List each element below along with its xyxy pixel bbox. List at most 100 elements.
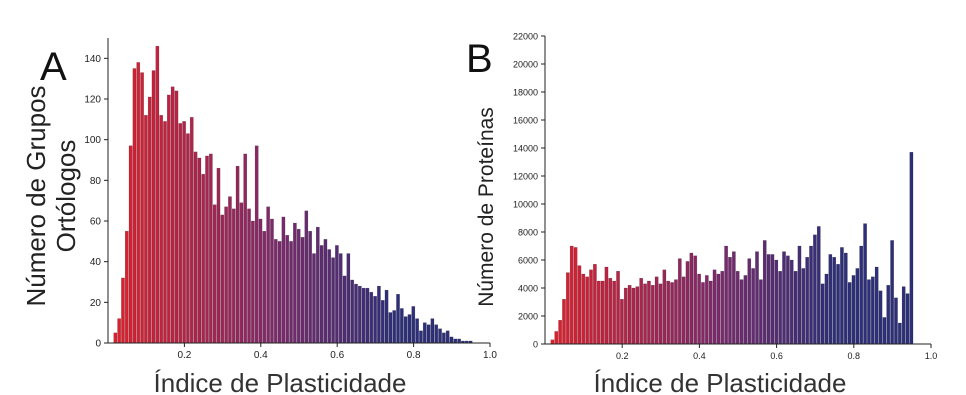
histogram-bar (258, 218, 263, 344)
histogram-bar (685, 261, 690, 345)
histogram-bar (285, 235, 290, 344)
histogram-bar (616, 271, 620, 345)
histogram-bar (855, 268, 860, 345)
histogram-bar (662, 269, 667, 345)
y-tick-label: 0 (95, 339, 101, 350)
y-tick-label: 4000 (518, 284, 538, 294)
y-tick-label: 120 (84, 95, 101, 106)
x-tick-label: 0.2 (616, 351, 629, 361)
histogram-bar (197, 157, 202, 344)
histogram-bar (847, 282, 852, 345)
histogram-bar (867, 279, 871, 345)
histogram-bar (201, 174, 206, 344)
histogram-bar (331, 257, 335, 344)
histogram-bar (631, 287, 636, 345)
histogram-bar (832, 257, 837, 345)
histogram-bar (167, 94, 171, 344)
y-tick-label: 0 (533, 340, 538, 350)
histogram-bar (312, 253, 316, 344)
histogram-bar (843, 252, 848, 345)
histogram-bar (820, 283, 825, 345)
histogram-bar (643, 283, 647, 345)
histogram-bar (743, 275, 748, 345)
histogram-bar (407, 314, 412, 344)
histogram-bar (670, 282, 674, 345)
histogram-bar (411, 306, 416, 344)
histogram-bar (593, 264, 597, 345)
histogram-bar (369, 291, 374, 344)
histogram-bar (327, 249, 332, 344)
chart-panel-a: A 0 20 40 60 80 100 120 140 0.2 0.4 0.6 0.8 1.0 Núm… (21, 38, 497, 395)
histogram-bar (308, 230, 312, 344)
histogram-bar (342, 275, 347, 344)
histogram-bar (774, 259, 779, 345)
histogram-bar (558, 320, 562, 345)
histogram-bar (235, 165, 240, 344)
histogram-bar (836, 264, 840, 345)
histogram-bar (566, 272, 570, 345)
histogram-bar (300, 237, 305, 344)
histogram-bar (623, 287, 628, 345)
y-tick-label: 12000 (513, 172, 538, 182)
histogram-bar (121, 277, 125, 344)
histogram-bar (762, 240, 767, 345)
histogram-bar (647, 280, 651, 345)
histogram-bar (315, 226, 320, 344)
histogram-bar (270, 218, 274, 344)
histogram-bar (262, 230, 267, 344)
histogram-bar (851, 275, 856, 345)
histogram-bar (697, 273, 701, 345)
histogram-bar (293, 222, 297, 344)
histogram-bar (304, 210, 309, 344)
y-tick-label: 20000 (513, 60, 538, 70)
histogram-bar (766, 254, 771, 345)
histogram-bar (445, 330, 450, 344)
histogram-bar (786, 255, 790, 345)
histogram-bar (770, 254, 775, 345)
histogram-bar (296, 228, 301, 344)
histogram-bar (335, 245, 339, 344)
histogram-bar (396, 294, 400, 344)
histogram-bar (681, 276, 686, 345)
histogram-bar (712, 269, 717, 345)
histogram-bar (155, 45, 160, 344)
histogram-bar (797, 245, 802, 345)
histogram-bar (732, 251, 736, 345)
x-tick-label: 0.6 (330, 350, 344, 361)
histogram-bar (901, 286, 906, 345)
histogram-bar (778, 271, 782, 345)
histogram-bar (182, 121, 186, 344)
histogram-bar (266, 206, 270, 344)
y-tick-label: 40 (90, 257, 102, 268)
histogram-bar (254, 145, 259, 344)
histogram-bar (816, 226, 821, 345)
x-tick-label: 1.0 (925, 351, 938, 361)
histogram-bar (365, 287, 370, 344)
y-ticks-b: 0 2000 4000 6000 8000 10000 12000 14000 16000 180… (513, 32, 545, 350)
histogram-bar (163, 121, 167, 344)
histogram-bar (147, 96, 152, 344)
x-tick-label: 0.8 (848, 351, 861, 361)
y-axis-title-a-line2: Ortólogos (51, 140, 81, 253)
y-tick-label: 140 (84, 54, 101, 65)
histogram-bar (220, 214, 225, 344)
histogram-bar (422, 322, 427, 344)
histogram-bar (739, 279, 744, 345)
histogram-bar (434, 324, 439, 344)
histogram-bar (600, 280, 605, 345)
histogram-bar (701, 282, 705, 345)
histogram-bar (289, 241, 293, 344)
histogram-bar (704, 275, 709, 345)
y-tick-label: 60 (90, 217, 102, 228)
y-tick-label: 100 (84, 135, 101, 146)
histogram-bar (870, 276, 875, 345)
histogram-bar (859, 245, 864, 345)
histogram-bar (170, 86, 175, 344)
histogram-bar (890, 240, 894, 345)
y-tick-label: 22000 (513, 32, 538, 42)
histogram-bar (128, 145, 133, 344)
histogram-bar (674, 279, 678, 345)
histogram-bar (793, 271, 798, 345)
histogram-bar (403, 316, 408, 344)
histogram-bar (828, 254, 833, 345)
